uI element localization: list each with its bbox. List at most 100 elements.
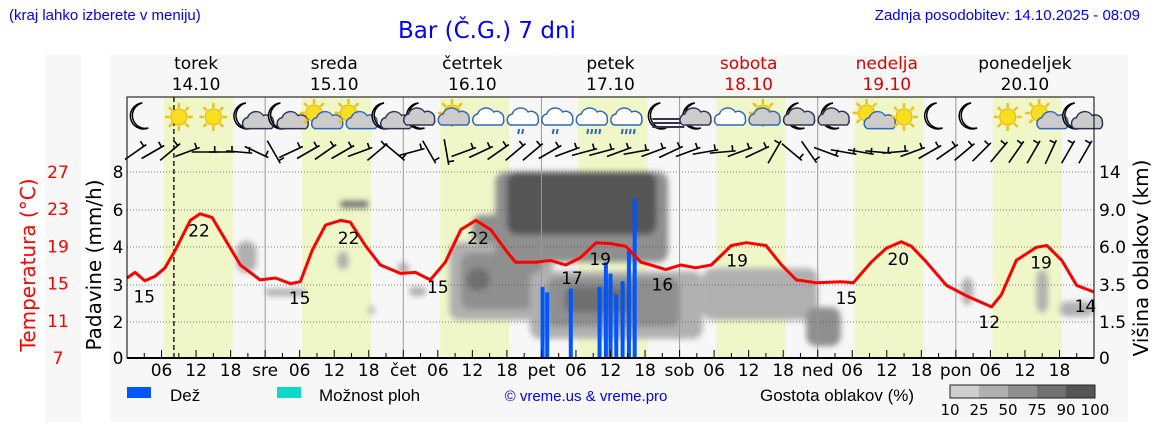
x-tick-label: čet: [390, 361, 417, 381]
wind-barb: [800, 140, 821, 164]
x-tick-label: 06: [289, 361, 311, 381]
wind-barb: [658, 141, 684, 159]
temperature-tick-label: 15: [47, 275, 69, 295]
wind-barb: [505, 140, 526, 161]
wind-barb: [468, 141, 494, 159]
x-tick-label: pet: [527, 361, 555, 381]
x-tick-label: 12: [462, 361, 484, 381]
cloud-patch: [460, 253, 542, 310]
x-tick-label: pon: [940, 361, 972, 381]
x-tick-label: 18: [772, 361, 794, 381]
day-name: ponedeljek: [978, 54, 1072, 74]
wind-barb: [1044, 139, 1058, 165]
day-date: 14.10: [172, 75, 221, 95]
sun-cloud-icon: [334, 99, 378, 130]
temperature-label: 19: [589, 250, 611, 270]
sun-cloud-icon: [852, 99, 897, 130]
wind-barb: [606, 142, 632, 158]
density-swatch: [1066, 385, 1095, 398]
temperature-label: 15: [427, 278, 449, 298]
x-tick-label: 18: [358, 361, 380, 381]
day-date: 17.10: [586, 75, 635, 95]
rain-legend-label: Dež: [170, 386, 200, 405]
density-level-label: 75: [1027, 401, 1046, 419]
sun-icon: [164, 103, 193, 131]
wind-barb: [226, 146, 253, 154]
moon-cloudy-icon: [402, 102, 436, 130]
moon-cloudy-icon: [817, 102, 850, 130]
precip-tick-label: 0: [113, 349, 124, 369]
page-title: Bar (Č.G.) 7 dni: [398, 18, 576, 44]
x-tick-label: 06: [703, 361, 725, 381]
wind-barb: [554, 142, 580, 158]
location-hint[interactable]: (kraj lahko izberete v meniju): [9, 7, 201, 24]
cloud-patch: [506, 172, 657, 235]
temperature-label: 17: [561, 269, 583, 289]
sun-cloud-icon: [299, 99, 344, 130]
cloud-patch: [409, 286, 427, 297]
daylight-band: [854, 97, 924, 358]
wind-barb: [589, 143, 615, 157]
x-tick-label: sob: [665, 361, 695, 381]
wind-barb: [331, 141, 355, 160]
cloud-tick-label: 0: [1099, 349, 1110, 369]
precip-tick-label: 6: [113, 201, 124, 221]
temperature-label: 14: [1075, 297, 1097, 317]
wind-barb: [347, 142, 373, 158]
wind-barb: [900, 142, 926, 158]
x-tick-label: ned: [802, 361, 834, 381]
x-tick-label: 06: [427, 361, 449, 381]
sun-cloudy-icon: [437, 99, 470, 127]
density-swatch: [950, 385, 979, 398]
sun-icon: [890, 103, 919, 131]
sun-icon: [993, 103, 1022, 131]
moon-icon: [958, 102, 978, 130]
rain-bar: [620, 281, 625, 358]
day-name: petek: [586, 54, 634, 74]
x-tick-label: 12: [738, 361, 760, 381]
cloud-patch: [368, 305, 375, 315]
wind-barb: [675, 142, 701, 158]
wind-barb: [487, 140, 510, 161]
wind-barb: [244, 145, 269, 159]
temperature-label: 16: [651, 276, 673, 296]
rain-bar: [626, 250, 631, 358]
rain-bar: [568, 288, 573, 358]
x-tick-label: 18: [220, 361, 242, 381]
x-tick-label: 18: [911, 361, 933, 381]
cloud-patch: [1059, 301, 1094, 317]
wind-barb: [366, 140, 388, 161]
x-tick-label: 12: [600, 361, 622, 381]
wind-barb: [174, 142, 200, 158]
copyright-link[interactable]: © vreme.us & vreme.pro: [505, 388, 668, 405]
cloud-patch: [466, 268, 490, 291]
day-name: četrtek: [442, 54, 503, 74]
rain-bar: [614, 294, 619, 358]
wind-barb: [443, 139, 455, 165]
x-tick-label: 06: [151, 361, 173, 381]
temperature-tick-label: 27: [47, 163, 69, 183]
temperature-tick-label: 11: [47, 312, 69, 332]
showers-swatch: [277, 387, 301, 398]
wind-barb: [296, 141, 320, 160]
precip-tick-label: 8: [113, 163, 124, 183]
cloudy-rain-icon: [575, 107, 609, 135]
x-tick-label: 06: [565, 361, 587, 381]
x-tick-label: 06: [841, 361, 863, 381]
rain-bar: [597, 286, 602, 358]
x-tick-label: 12: [1014, 361, 1036, 381]
cloudy-light-rain-icon: [506, 107, 540, 135]
wind-barb: [745, 141, 770, 159]
daylight-band: [992, 97, 1062, 358]
rain-swatch: [127, 387, 151, 398]
x-tick-label: 18: [634, 361, 656, 381]
cloud-patch: [265, 288, 306, 297]
temperature-label: 22: [338, 229, 360, 249]
daylight-band: [301, 97, 372, 358]
wind-barb: [266, 140, 285, 164]
wind-barb: [709, 145, 736, 154]
temperature-label: 15: [289, 289, 311, 309]
x-tick-label: sre: [252, 361, 278, 381]
density-level-label: 90: [1056, 401, 1075, 419]
cloud-axis-label: Višina oblakov (km): [1129, 160, 1152, 357]
